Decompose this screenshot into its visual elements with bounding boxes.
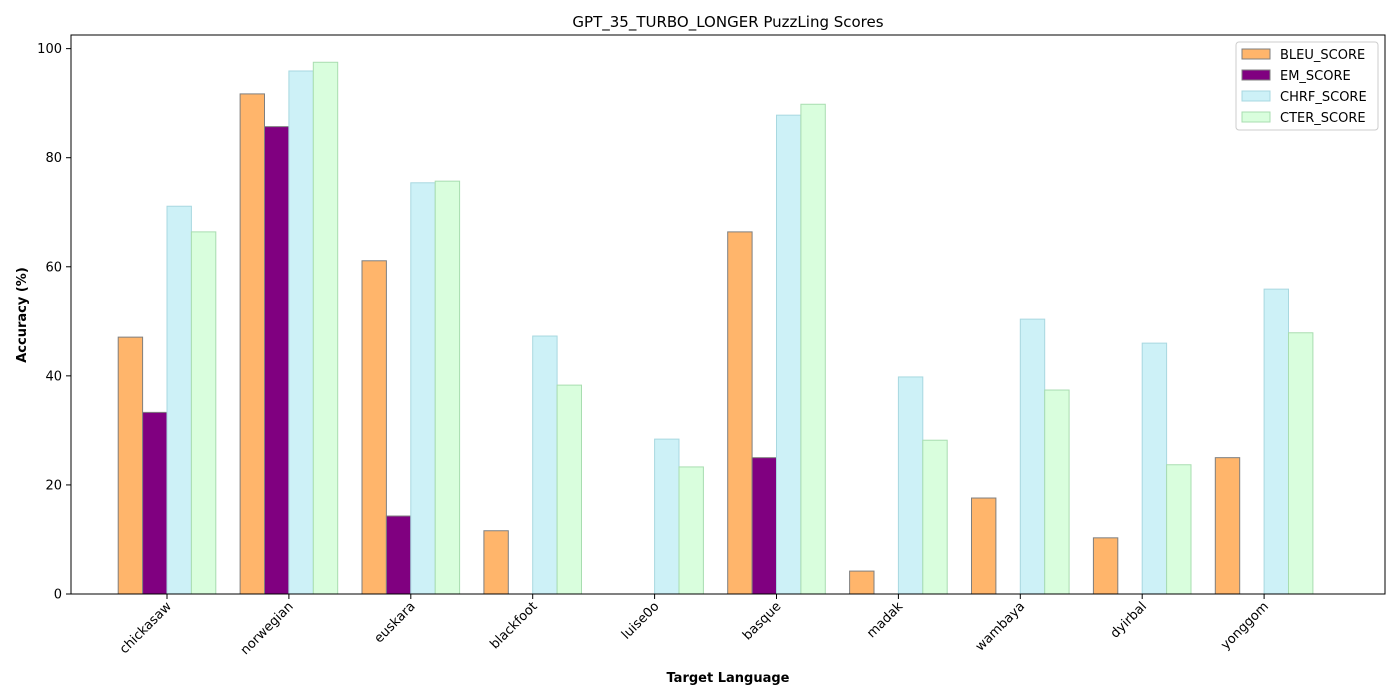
bar-bleu-score-euskara (361, 260, 387, 595)
y-tick-label: 40 (45, 369, 62, 384)
bar-cter-score-madak (922, 439, 948, 595)
bar-chrf-score-blackfoot (532, 335, 558, 595)
bar-em-score-basque (751, 457, 777, 595)
chart-title: GPT_35_TURBO_LONGER PuzzLing Scores (572, 13, 883, 32)
plot-frame (70, 34, 1386, 595)
bar-bleu-score-chickasaw (117, 336, 144, 595)
bar-cter-score-chickasaw (190, 231, 217, 595)
y-tick-label: 60 (45, 260, 62, 275)
legend-swatch-bleu-score (1241, 48, 1271, 60)
y-tick-label: 80 (45, 151, 62, 166)
y-tick-label: 0 (54, 588, 62, 603)
legend: BLEU_SCORE EM_SCORE CHRF_SCORE CTER_SCORE (1235, 41, 1379, 131)
x-tick-label-yonggom: yonggom (1218, 599, 1272, 653)
bar-em-score-euskara (385, 515, 412, 595)
y-axis: 0 20 40 60 80 100 (37, 42, 71, 603)
bar-cter-score-blackfoot (556, 384, 582, 595)
bar-chrf-score-wambaya (1019, 318, 1046, 595)
legend-swatch-cter-score (1241, 111, 1271, 123)
bar-chrf-score-norwegian (288, 70, 314, 595)
bar-bleu-score-madak (849, 570, 875, 595)
bar-chrf-score-basque (776, 114, 802, 595)
bar-chrf-score-luise0o (654, 438, 680, 595)
bar-cter-score-dyirbal (1166, 464, 1192, 595)
bar-bleu-score-wambaya (971, 497, 997, 595)
y-axis-label: Accuracy (%) (15, 267, 30, 363)
x-tick-label-wambaya: wambaya (973, 599, 1028, 654)
bar-cter-score-yonggom (1288, 332, 1314, 595)
bar-chrf-score-euskara (410, 182, 436, 595)
bar-chrf-score-dyirbal (1141, 342, 1168, 595)
bar-chrf-score-madak (897, 376, 924, 595)
bar-bleu-score-dyirbal (1092, 537, 1119, 595)
x-tick-label-chickasaw: chickasaw (117, 599, 175, 657)
x-tick-label-euskara: euskara (372, 599, 419, 646)
bar-bleu-score-norwegian (239, 93, 266, 595)
bar-bleu-score-basque (727, 231, 753, 595)
bar-bleu-score-blackfoot (483, 530, 509, 595)
x-tick-label-basque: basque (740, 599, 784, 643)
bar-cter-score-wambaya (1044, 389, 1070, 595)
legend-label-cter-score: CTER_SCORE (1280, 111, 1366, 126)
legend-swatch-chrf-score (1241, 90, 1271, 102)
legend-swatch-em-score (1241, 69, 1271, 81)
legend-label-em-score: EM_SCORE (1280, 69, 1351, 84)
y-tick-label: 20 (45, 478, 62, 493)
x-axis-label: Target Language (666, 671, 789, 686)
legend-label-bleu-score: BLEU_SCORE (1280, 48, 1365, 63)
legend-box (1235, 41, 1379, 131)
bar-cter-score-norwegian (312, 61, 339, 595)
x-tick-label-blackfoot: blackfoot (487, 599, 540, 652)
bar-em-score-norwegian (264, 126, 290, 595)
y-tick-label: 100 (37, 42, 62, 57)
x-axis: chickasaw norwegian euskara blackfoot luise0… (117, 594, 1272, 658)
bar-chrf-score-chickasaw (166, 205, 192, 595)
bar-cter-score-basque (800, 103, 826, 595)
bars-group (117, 61, 1314, 595)
x-tick-label-norwegian: norwegian (238, 599, 297, 658)
x-tick-label-luise0o: luise0o (619, 599, 662, 642)
x-tick-label-dyirbal: dyirbal (1108, 599, 1150, 641)
bar-cter-score-euskara (434, 180, 461, 595)
bar-bleu-score-yonggom (1214, 457, 1241, 595)
bar-cter-score-luise0o (678, 466, 704, 595)
legend-label-chrf-score: CHRF_SCORE (1280, 90, 1367, 105)
bar-em-score-chickasaw (142, 411, 168, 595)
x-tick-label-madak: madak (864, 599, 906, 641)
bar-chrf-score-yonggom (1263, 288, 1289, 595)
